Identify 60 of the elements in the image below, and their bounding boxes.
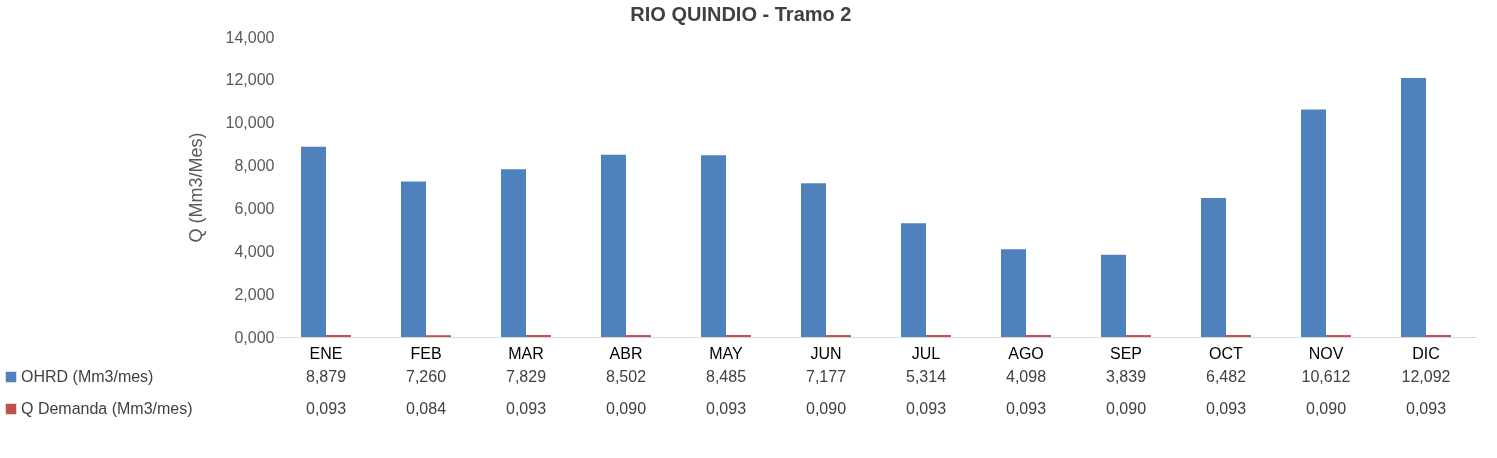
bar (1101, 254, 1126, 337)
data-label: 3,839 (1105, 368, 1147, 385)
data-label: 0,093 (1005, 400, 1047, 417)
x-tick-label: ENE (309, 344, 343, 362)
x-tick-label: FEB (410, 344, 442, 362)
data-label: 0,093 (305, 400, 347, 417)
chart-title: RIO QUINDIO - Tramo 2 (630, 3, 852, 25)
data-label: 4,098 (1005, 368, 1047, 385)
x-tick-label: NOV (1308, 344, 1344, 362)
bar (401, 181, 426, 337)
data-label: 0,093 (1405, 400, 1447, 417)
x-tick-label: JUN (810, 344, 842, 362)
data-label: 0,093 (905, 400, 947, 417)
legend-label: Q Demanda (Mm3/mes) (21, 400, 193, 417)
data-label: 0,090 (605, 400, 647, 417)
data-label: 0,090 (805, 400, 847, 417)
y-tick-label: 2,000 (234, 285, 275, 303)
x-tick-label: SEP (1109, 344, 1143, 362)
bar (301, 146, 326, 337)
data-label: 0,093 (1205, 400, 1247, 417)
y-tick-label: 14,000 (225, 28, 275, 46)
data-label: 0,093 (705, 400, 747, 417)
x-tick-label: DIC (1412, 344, 1440, 362)
bar (601, 154, 626, 337)
y-tick-label: 8,000 (234, 157, 275, 175)
data-label: 8,879 (305, 368, 347, 385)
bar (1301, 109, 1326, 337)
data-label: 8,485 (705, 368, 747, 385)
data-label: 10,612 (1301, 368, 1351, 385)
y-tick-label: 0,000 (234, 328, 275, 346)
y-tick-label: 4,000 (234, 242, 275, 260)
data-label: 0,084 (405, 400, 447, 417)
legend-label: OHRD (Mm3/mes) (21, 368, 154, 385)
bar (501, 169, 526, 337)
data-label: 0,090 (1105, 400, 1147, 417)
bar (1401, 77, 1426, 337)
data-label: 6,482 (1205, 368, 1247, 385)
bar (701, 155, 726, 337)
x-tick-label: OCT (1209, 344, 1244, 362)
bar (1201, 198, 1226, 337)
x-tick-label: AGO (1008, 344, 1044, 362)
data-label: 7,177 (805, 368, 847, 385)
data-label: 8,502 (605, 368, 647, 385)
x-tick-label: ABR (609, 344, 643, 362)
data-label: 0,093 (505, 400, 547, 417)
data-label: 7,829 (505, 368, 547, 385)
y-tick-label: 10,000 (225, 114, 275, 132)
x-tick-label: JUL (911, 344, 941, 362)
data-label: 0,090 (1305, 400, 1347, 417)
data-label: 5,314 (905, 368, 947, 385)
x-tick-label: MAR (508, 344, 544, 362)
bar (801, 183, 826, 337)
x-tick-label: MAY (709, 344, 744, 362)
bar (901, 223, 926, 337)
y-axis-title: Q (Mm3/Mes) (185, 132, 206, 243)
data-label: 7,260 (405, 368, 447, 385)
y-tick-label: 12,000 (225, 71, 275, 89)
bar (1001, 249, 1026, 337)
data-label: 12,092 (1401, 368, 1451, 385)
y-tick-label: 6,000 (234, 199, 275, 217)
